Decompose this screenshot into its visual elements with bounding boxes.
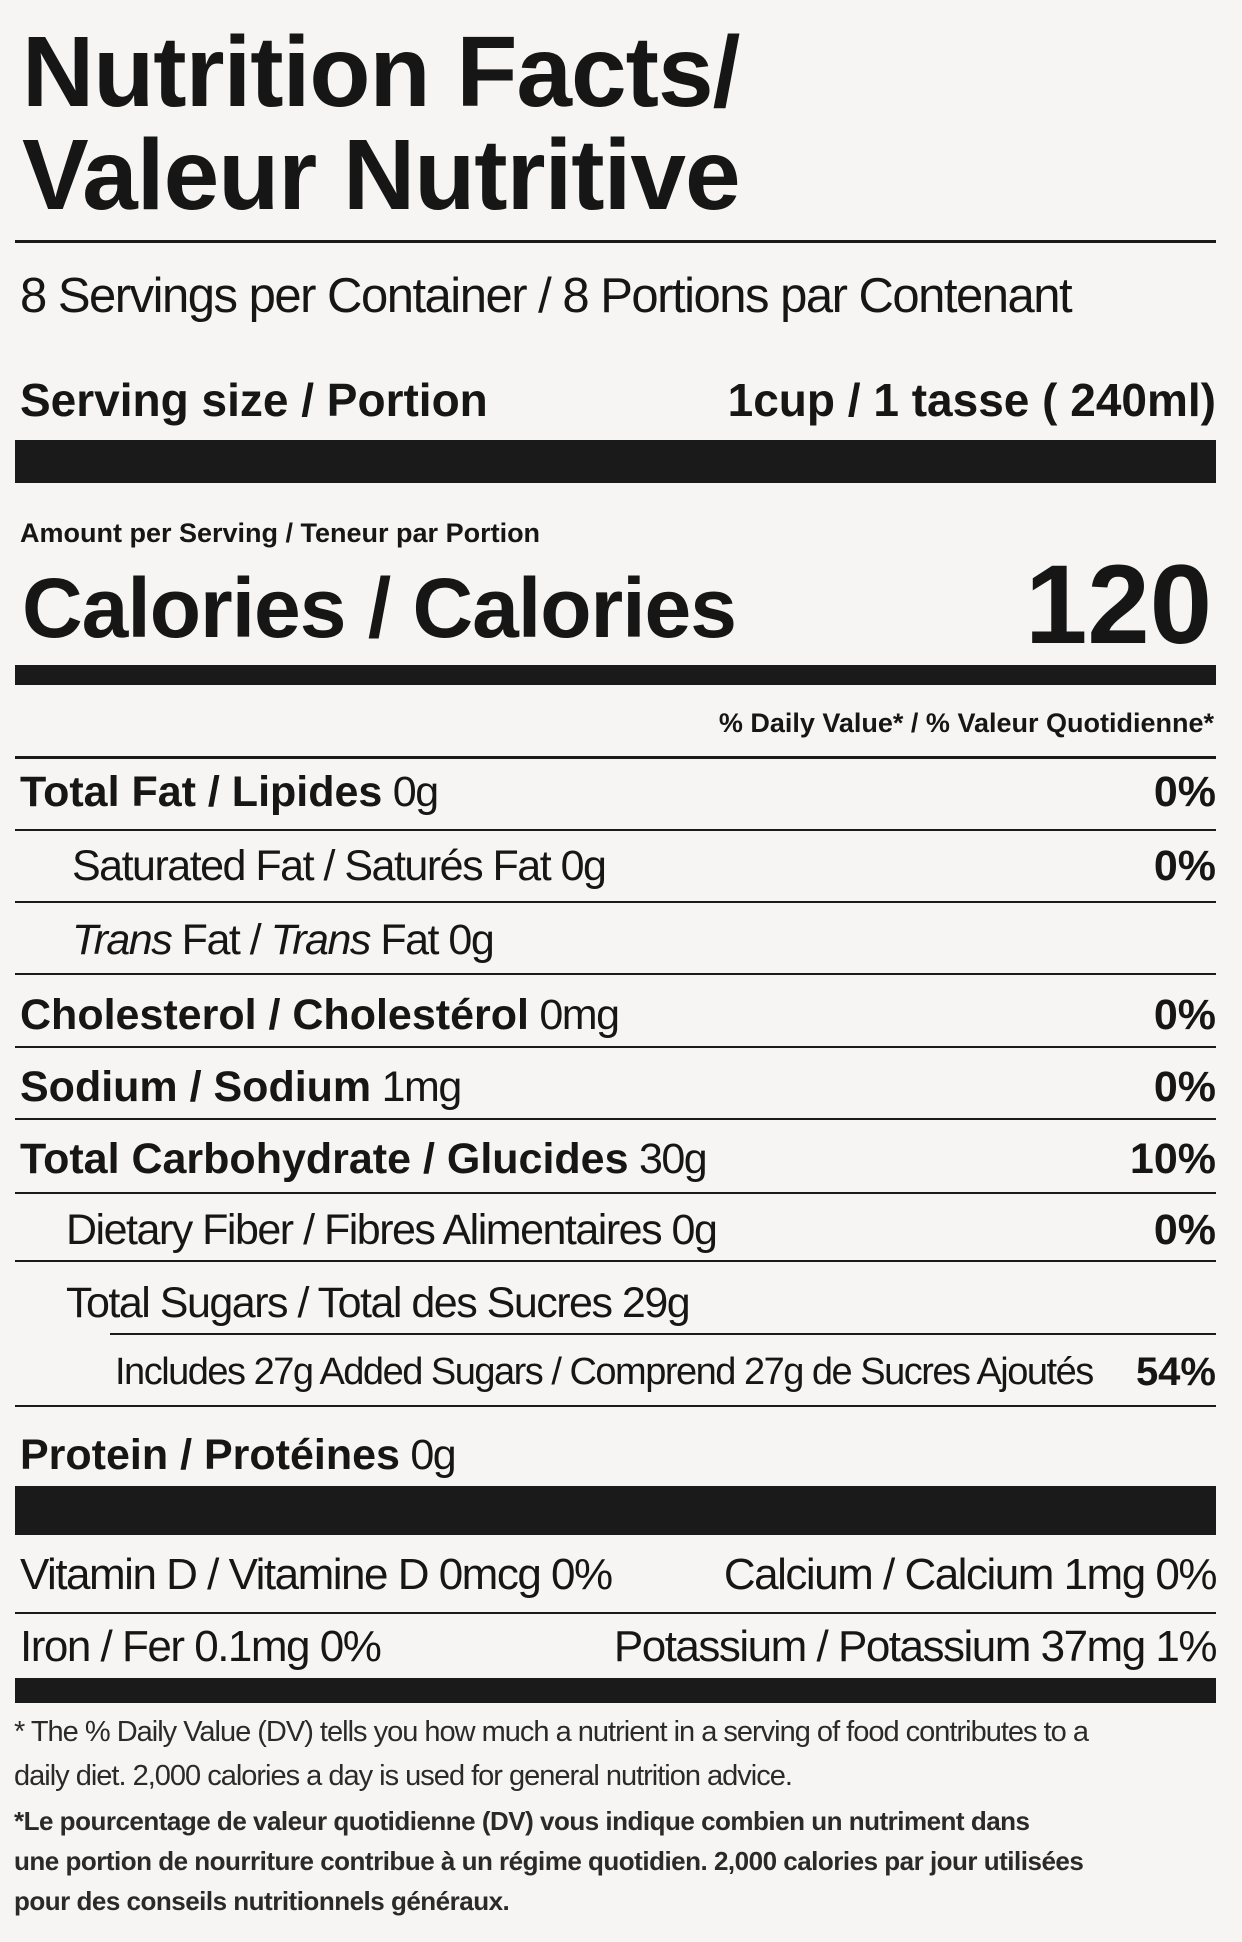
calories-label: Calories / Calories [22, 561, 737, 655]
nutrient-row-total-carbohydrate: Total Carbohydrate / Glucides 30g 10% [20, 1129, 1216, 1189]
nutrient-label: Cholesterol / Cholestérol [20, 990, 529, 1039]
divider [15, 901, 1216, 903]
footnote-fr-3: pour des conseils nutritionnels généraux… [14, 1886, 510, 1916]
nutrient-dv: 0% [1153, 1205, 1216, 1254]
nutrient-label: Total Sugars / Total des Sucres [66, 1278, 613, 1327]
footnote-en-2: daily diet. 2,000 calories a day is used… [14, 1760, 793, 1792]
servings-per-container: 8 Servings per Container / 8 Portions pa… [20, 269, 1073, 323]
divider [15, 240, 1216, 243]
nutrient-label: Trans [72, 915, 173, 964]
daily-value-header: % Daily Value* / % Valeur Quotidienne* [718, 708, 1214, 738]
nutrient-dv: 0% [1153, 841, 1216, 890]
nutrient-label: Trans [270, 915, 372, 964]
nutrient-label: Saturated Fat / Saturés Fat [72, 841, 552, 890]
divider [15, 1612, 1216, 1614]
serving-size-row: Serving size / Portion 1cup / 1 tasse ( … [20, 370, 1216, 430]
nutrient-amount: 30g [638, 1134, 708, 1183]
nutrient-amount: 0g [560, 841, 607, 890]
divider [15, 756, 1216, 759]
nutrient-amount: 29g [621, 1278, 691, 1327]
serving-size-value: 1cup / 1 tasse ( 240ml) [727, 374, 1216, 426]
divider [15, 1046, 1216, 1048]
nutrient-row-sodium: Sodium / Sodium 1mg 0% [20, 1057, 1216, 1117]
footnote-fr-2: une portion de nourriture contribue à un… [14, 1846, 1084, 1876]
nutrient-dv: 0% [1153, 767, 1216, 816]
nutrient-label: Includes 27g Added Sugars / Comprend 27g… [115, 1350, 1094, 1393]
divider [15, 973, 1216, 975]
nutrient-row-cholesterol: Cholesterol / Cholestérol 0mg 0% [20, 985, 1216, 1045]
amount-per-serving: Amount per Serving / Teneur par Portion [20, 518, 541, 548]
nutrient-row-added-sugars: Includes 27g Added Sugars / Comprend 27g… [20, 1342, 1216, 1402]
potassium: Potassium / Potassium 37mg 1% [613, 1622, 1218, 1671]
divider [15, 829, 1216, 831]
nutrient-label: Fat [369, 915, 439, 964]
nutrient-label: Dietary Fiber / Fibres Alimentaires [66, 1205, 663, 1254]
nutrient-row-saturated-fat: Saturated Fat / Saturés Fat 0g 0% [20, 836, 1216, 896]
serving-size-label: Serving size / Portion [20, 374, 488, 426]
nutrient-row-trans-fat: Trans Fat / Trans Fat 0g [20, 910, 1216, 970]
divider [15, 1192, 1216, 1194]
footnote-fr-1: *Le pourcentage de valeur quotidienne (D… [14, 1806, 1030, 1836]
thick-divider [15, 1486, 1216, 1535]
micros-row-1: Vitamin D / Vitamine D 0mcg 0% Calcium / … [20, 1545, 1218, 1605]
nutrient-dv: 54% [1135, 1349, 1216, 1394]
nutrient-amount: 0g [448, 915, 494, 964]
calcium: Calcium / Calcium 1mg 0% [723, 1550, 1218, 1599]
nutrient-row-dietary-fiber: Dietary Fiber / Fibres Alimentaires 0g 0% [20, 1200, 1216, 1260]
micros-row-2: Iron / Fer 0.1mg 0% Potassium / Potassium… [20, 1617, 1218, 1677]
divider [15, 1260, 1216, 1262]
nutrient-row-protein: Protein / Protéines 0g [20, 1425, 1216, 1485]
nutrient-label: Protein / Protéines [20, 1430, 400, 1479]
medium-divider [15, 1678, 1216, 1703]
title-french: Valeur Nutritive [22, 119, 741, 231]
nutrient-label: Total Fat / Lipides [20, 767, 383, 816]
medium-divider [15, 665, 1216, 685]
calories-value: 120 [1025, 542, 1212, 667]
title-english: Nutrition Facts/ [22, 16, 740, 128]
nutrient-amount: 0mg [539, 990, 620, 1039]
divider [15, 1118, 1216, 1120]
nutrient-amount: 0g [410, 1430, 456, 1479]
footnote-en-1: * The % Daily Value (DV) tells you how m… [14, 1716, 1089, 1748]
nutrient-dv: 10% [1129, 1134, 1216, 1183]
iron: Iron / Fer 0.1mg 0% [20, 1622, 382, 1671]
divider [110, 1333, 1216, 1335]
nutrient-amount: 0g [671, 1205, 718, 1254]
nutrient-row-total-sugars: Total Sugars / Total des Sucres 29g [20, 1273, 1216, 1333]
nutrient-label: Total Carbohydrate / Glucides [20, 1134, 629, 1183]
nutrient-label: Sodium / Sodium [20, 1062, 372, 1111]
nutrient-amount: 0g [392, 767, 439, 816]
divider [15, 1405, 1216, 1407]
thick-divider [15, 440, 1216, 483]
nutrient-amount: 1mg [381, 1062, 463, 1111]
vitamin-d: Vitamin D / Vitamine D 0mcg 0% [20, 1550, 613, 1599]
nutrient-dv: 0% [1153, 990, 1216, 1039]
nutrient-dv: 0% [1153, 1062, 1216, 1111]
nutrient-label: Fat / [171, 915, 271, 964]
nutrient-row-total-fat: Total Fat / Lipides 0g 0% [20, 762, 1216, 822]
